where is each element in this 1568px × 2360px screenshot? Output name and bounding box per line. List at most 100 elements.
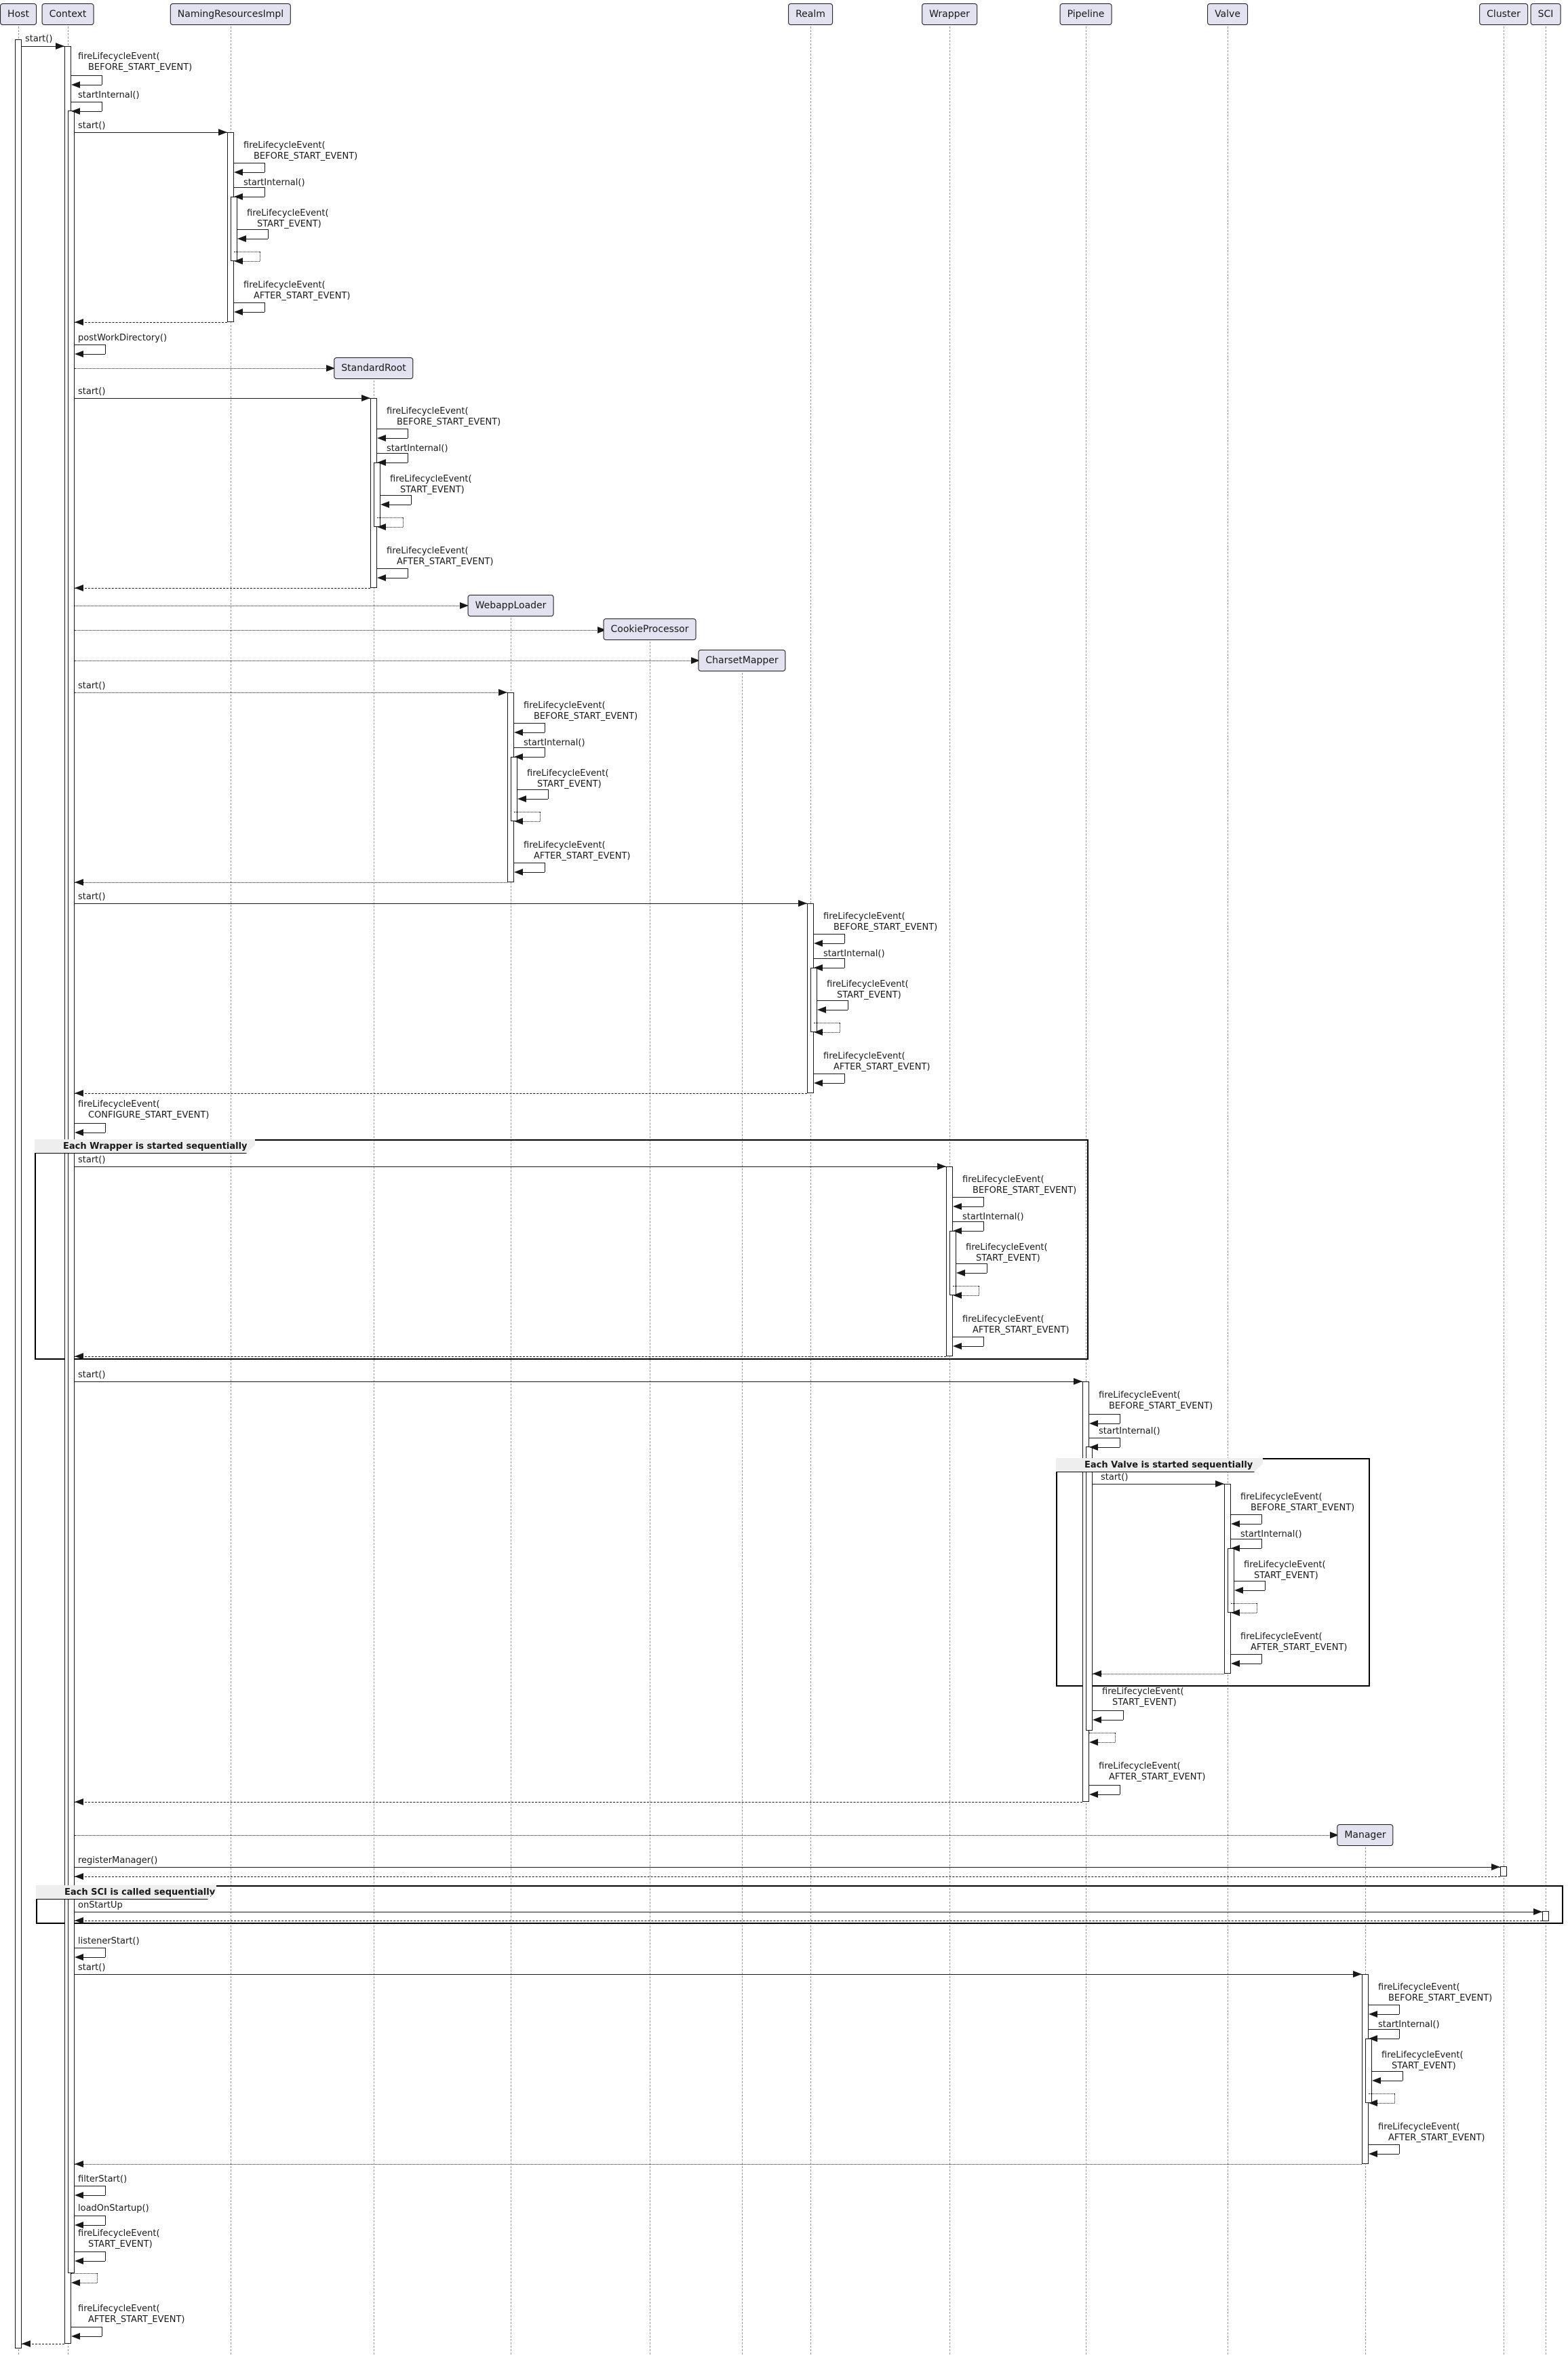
message-label-line: fireLifecycleEvent( [78, 2304, 160, 2314]
message-label-line: startInternal() [387, 444, 448, 454]
message-label: postWorkDirectory() [78, 333, 167, 344]
message-label: registerManager() [78, 1855, 157, 1866]
message-label: fireLifecycleEvent(AFTER_START_EVENT) [78, 2304, 185, 2325]
message-label: fireLifecycleEvent(START_EVENT) [78, 2228, 160, 2250]
arrowhead [1369, 2150, 1377, 2157]
message-line-corner [1261, 1654, 1262, 1664]
self-message-line [817, 1000, 848, 1001]
participant-sci: SCI [1530, 3, 1561, 25]
arrowhead [1369, 2100, 1377, 2106]
arrowhead [1093, 1670, 1101, 1677]
arrowhead [498, 689, 507, 696]
message-label-line: START_EVENT) [400, 485, 465, 495]
return-message-line [75, 2164, 1362, 2165]
participant-cluster: Cluster [1479, 3, 1528, 25]
self-message-line [821, 1083, 844, 1084]
activation-bar [15, 39, 22, 2348]
message-label: fireLifecycleEvent(BEFORE_START_EVENT) [524, 701, 638, 722]
message-label-line: AFTER_START_EVENT) [88, 2315, 185, 2325]
participant-charsetmapper: CharsetMapper [698, 650, 786, 671]
message-label-line: fireLifecycleEvent( [1102, 1687, 1184, 1697]
self-message-line [821, 943, 844, 944]
self-message-line [234, 302, 264, 303]
message-label-line: fireLifecycleEvent( [1378, 2122, 1460, 2132]
message-label-line: fireLifecycleEvent( [387, 406, 469, 416]
fragment-box [36, 1885, 1563, 1924]
message-label: fireLifecycleEvent(BEFORE_START_EVENT) [1378, 1982, 1492, 2004]
message-label: fireLifecycleEvent(BEFORE_START_EVENT) [1240, 1492, 1354, 1514]
message-label-line: start() [78, 121, 106, 131]
arrowhead [953, 1292, 962, 1299]
self-message-line [79, 111, 102, 112]
message-label-line: start() [1101, 1472, 1129, 1482]
message-label: fireLifecycleEvent(START_EVENT) [247, 208, 329, 230]
arrowhead [75, 351, 83, 357]
message-label-line: start() [78, 681, 106, 691]
arrowhead [691, 657, 700, 664]
message-label: fireLifecycleEvent(START_EVENT) [827, 979, 909, 1001]
return-message-line [75, 1356, 946, 1357]
message-label: startInternal() [387, 444, 448, 454]
message-label-line: fireLifecycleEvent( [78, 1099, 160, 1109]
self-message-line [79, 2336, 102, 2337]
message-line [75, 1974, 1362, 1975]
return-message-line [75, 1876, 1500, 1877]
self-message-line [1369, 2029, 1399, 2030]
self-message-line [385, 527, 403, 528]
message-line-corner [1261, 1539, 1262, 1548]
message-label: fireLifecycleEvent(START_EVENT) [1102, 1687, 1184, 1708]
message-line [22, 46, 64, 47]
message-label-line: filterStart() [78, 2174, 128, 2184]
message-line-corner [844, 934, 845, 943]
message-label: fireLifecycleEvent(START_EVENT) [1381, 2050, 1464, 2072]
message-label-line: startInternal() [1378, 2020, 1440, 2030]
arrowhead [361, 395, 370, 401]
arrowhead [1089, 1444, 1098, 1451]
self-message-line [377, 517, 403, 518]
self-message-line [241, 261, 260, 262]
message-label: fireLifecycleEvent(START_EVENT) [1244, 1560, 1326, 1581]
message-label-line: fireLifecycleEvent( [524, 840, 606, 850]
activation-bar [68, 111, 75, 2273]
message-label-line: BEFORE_START_EVENT) [1109, 1401, 1213, 1411]
self-message-line [377, 568, 408, 569]
message-label: startInternal() [78, 90, 140, 101]
message-label-line: fireLifecycleEvent( [247, 208, 329, 218]
self-message-line [1238, 1524, 1261, 1525]
message-label-line: CONFIGURE_START_EVENT) [88, 1110, 210, 1120]
return-message-line [75, 1093, 807, 1094]
self-message-line [522, 821, 540, 822]
message-line-corner [264, 187, 265, 197]
message-label: loadOnStartup() [78, 2203, 149, 2214]
message-label: fireLifecycleEvent(BEFORE_START_EVENT) [387, 406, 501, 428]
message-label-line: START_EVENT) [88, 2239, 153, 2249]
message-line-corner [105, 2216, 106, 2225]
return-message-line [75, 1802, 1082, 1803]
message-label: fireLifecycleEvent(CONFIGURE_START_EVENT… [78, 1099, 209, 1121]
message-line [75, 1166, 946, 1167]
message-label-line: fireLifecycleEvent( [243, 140, 326, 151]
message-label-line: BEFORE_START_EVENT) [254, 151, 358, 161]
message-line-corner [105, 345, 106, 354]
message-label-line: AFTER_START_EVENT) [1251, 1643, 1348, 1653]
message-label: startInternal() [243, 178, 305, 189]
arrowhead [953, 1343, 962, 1350]
message-label-line: fireLifecycleEvent( [524, 701, 606, 711]
message-label-line: startInternal() [823, 949, 885, 959]
arrowhead [75, 1353, 83, 1360]
message-label-line: AFTER_START_EVENT) [534, 851, 631, 861]
message-label: fireLifecycleEvent(START_EVENT) [390, 474, 472, 496]
self-message-line [1376, 2103, 1394, 2104]
self-message-line [82, 354, 105, 355]
arrowhead [75, 1873, 83, 1880]
arrowhead [75, 2192, 83, 2199]
message-label: fireLifecycleEvent(AFTER_START_EVENT) [1099, 1761, 1206, 1783]
arrowhead [75, 319, 83, 326]
message-label-line: START_EVENT) [1392, 2061, 1456, 2071]
self-message-line [71, 2273, 97, 2274]
self-message-line [1372, 2071, 1403, 2072]
message-label-line: loadOnStartup() [78, 2203, 149, 2214]
message-line-corner [1399, 2029, 1400, 2039]
message-label-line: fireLifecycleEvent( [387, 546, 469, 556]
arrowhead [1215, 1480, 1224, 1487]
